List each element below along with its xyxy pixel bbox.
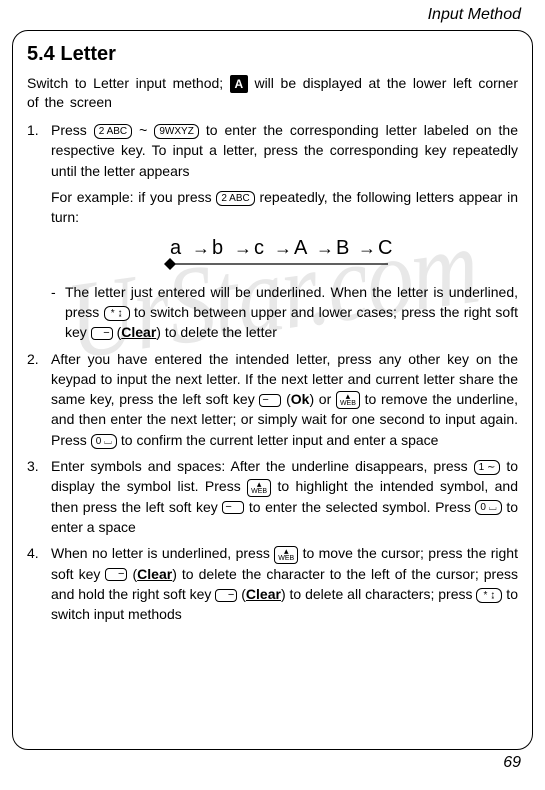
step-3-number: 3. [27, 456, 39, 476]
step-1-note: The letter just entered will be underlin… [51, 282, 518, 343]
step-1-example: For example: if you press 2 ABC repeated… [51, 187, 518, 228]
step-4-text-c: ( [127, 566, 137, 582]
svg-text:→: → [274, 238, 292, 258]
step-4-text-e: ( [237, 586, 246, 602]
right-softkey-icon-3 [215, 589, 237, 602]
svg-text:B: B [336, 237, 349, 259]
nav-key-icon: ▴WEB [247, 479, 271, 497]
clear-label: Clear [121, 324, 156, 340]
sequence-diagram: a → b → c → A → B → C [160, 236, 410, 272]
key-0-icon: 0 ⌴ [91, 434, 117, 449]
content-frame: 5.4 Letter Switch to Letter input method… [12, 30, 533, 750]
step-4-text-f: ) to delete all characters; press [281, 586, 476, 602]
step-4: 4. When no letter is underlined, press ▴… [27, 543, 518, 624]
key-9-icon: 9WXYZ [154, 124, 198, 139]
step-1-number: 1. [27, 120, 39, 140]
step-2-number: 2. [27, 349, 39, 369]
key-2-icon: 2 ABC [94, 124, 132, 139]
steps-list: 1. Press 2 ABC ~ 9WXYZ to enter the corr… [27, 120, 518, 624]
step-1-note-d: ) to delete the letter [156, 324, 277, 340]
clear-label-3: Clear [246, 586, 281, 602]
step-1-text-a: Press [51, 122, 94, 138]
section-heading: 5.4 Letter [27, 43, 518, 66]
step-4-number: 4. [27, 543, 39, 563]
svg-text:→: → [358, 238, 376, 258]
letter-sequence: a → b → c → A → B → C [51, 236, 518, 272]
right-softkey-icon [91, 327, 113, 340]
right-softkey-icon-2 [105, 568, 127, 581]
step-1-tilde: ~ [132, 122, 154, 138]
header-label: Input Method [0, 0, 545, 26]
step-1-example-a: For example: if you press [51, 189, 216, 205]
letter-mode-icon: A [230, 75, 248, 93]
svg-text:a: a [170, 237, 182, 259]
step-2: 2. After you have entered the intended l… [27, 349, 518, 450]
svg-text:b: b [212, 237, 223, 259]
key-0-icon-2: 0 ⌴ [475, 500, 501, 515]
svg-text:C: C [378, 237, 392, 259]
key-star-icon-2: * ↨ [476, 588, 502, 603]
clear-label-2: Clear [137, 566, 172, 582]
svg-text:→: → [234, 238, 252, 258]
left-softkey-icon-2 [222, 501, 244, 514]
step-1: 1. Press 2 ABC ~ 9WXYZ to enter the corr… [27, 120, 518, 342]
svg-text:c: c [254, 237, 264, 259]
svg-text:→: → [192, 238, 210, 258]
key-star-icon: * ↨ [104, 306, 130, 321]
step-4-text-a: When no letter is underlined, press [51, 545, 274, 561]
step-3: 3. Enter symbols and spaces: After the u… [27, 456, 518, 537]
step-2-text-c: ) or [309, 391, 335, 407]
step-3-text-a: Enter symbols and spaces: After the unde… [51, 458, 474, 474]
step-1-note-c: ( [113, 324, 122, 340]
nav-right-key-icon: ▴WEB [336, 391, 360, 409]
intro-text-pre: Switch to Letter input method; [27, 75, 230, 91]
svg-text:A: A [294, 237, 308, 259]
key-2-example-icon: 2 ABC [216, 191, 254, 206]
ok-label: Ok [291, 391, 310, 407]
step-2-text-e: to confirm the current letter input and … [117, 432, 438, 448]
key-1-icon: 1 ∼ [474, 460, 501, 475]
nav-key-icon-2: ▴WEB [274, 546, 298, 564]
svg-text:→: → [316, 238, 334, 258]
page-number: 69 [0, 750, 545, 772]
step-2-text-b: ( [281, 391, 290, 407]
intro-paragraph: Switch to Letter input method; A will be… [27, 74, 518, 112]
left-softkey-icon [259, 394, 281, 407]
step-3-text-d: to enter the selected symbol. Press [244, 499, 475, 515]
